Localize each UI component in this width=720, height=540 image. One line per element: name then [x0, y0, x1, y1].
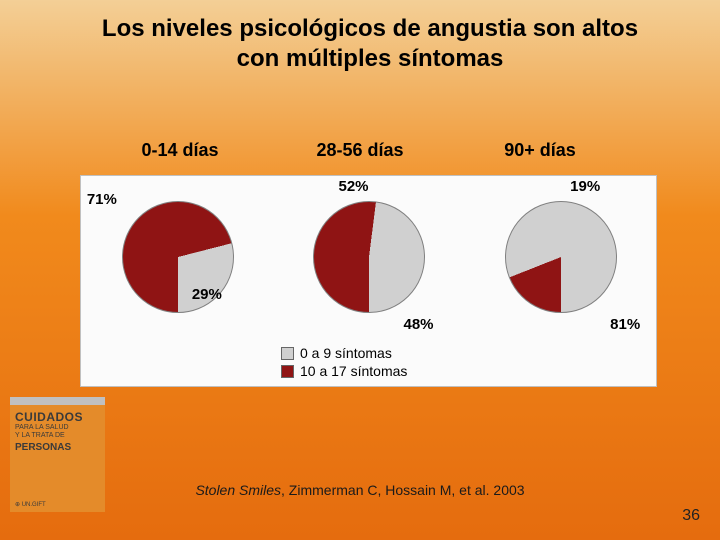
- legend-row-secondary: 10 a 17 síntomas: [281, 363, 407, 381]
- legend-swatch-icon: [281, 365, 294, 378]
- pie-secondary-label: 48%: [403, 316, 433, 333]
- title-line-2: con múltiples síntomas: [237, 45, 504, 72]
- legend-row-primary: 0 a 9 síntomas: [281, 345, 407, 363]
- column-labels-row: 0-14 días 28-56 días 90+ días: [90, 140, 630, 161]
- pie-secondary-label: 81%: [610, 316, 640, 333]
- chart-panel: 71% 29% 52% 48% 19% 81% 0 a 9 síntomas 1…: [80, 175, 657, 387]
- pie-slice-container: [505, 201, 617, 313]
- legend: 0 a 9 síntomas 10 a 17 síntomas: [281, 345, 407, 380]
- pie-secondary-label: 29%: [192, 286, 222, 303]
- pie-slice-container: [313, 201, 425, 313]
- column-label: 28-56 días: [270, 140, 450, 161]
- title-line-1: Los niveles psicológicos de angustia son…: [102, 15, 638, 42]
- logo-line: PARA LA SALUD: [15, 424, 100, 431]
- citation-title: Stolen Smiles: [195, 482, 281, 498]
- pie-primary-label: 52%: [338, 178, 368, 195]
- column-label: 90+ días: [450, 140, 630, 161]
- citation-authors: , Zimmerman C, Hossain M, et al. 2003: [281, 482, 525, 498]
- pies-row: 71% 29% 52% 48% 19% 81%: [81, 186, 656, 326]
- logo-line: PERSONAS: [15, 443, 100, 453]
- legend-swatch-icon: [281, 347, 294, 360]
- logo-footer: ⊕ UN.GIFT: [15, 501, 46, 508]
- legend-primary-label: 0 a 9 síntomas: [300, 345, 392, 363]
- slide-title: Los niveles psicológicos de angustia son…: [60, 14, 680, 74]
- citation: Stolen Smiles, Zimmerman C, Hossain M, e…: [0, 482, 720, 498]
- pie-primary-label: 19%: [570, 178, 600, 195]
- logo-line: Y LA TRATA DE: [15, 432, 100, 439]
- slide-number: 36: [682, 507, 700, 525]
- logo-line: CUIDADOS: [15, 411, 100, 423]
- pie-chart-2: 19% 81%: [475, 186, 645, 326]
- pie-chart-1: 52% 48%: [283, 186, 453, 326]
- legend-secondary-label: 10 a 17 síntomas: [300, 363, 407, 381]
- pie-chart-0: 71% 29%: [92, 186, 262, 326]
- pie-primary-label: 71%: [87, 191, 117, 208]
- column-label: 0-14 días: [90, 140, 270, 161]
- slide: Los niveles psicológicos de angustia son…: [0, 0, 720, 540]
